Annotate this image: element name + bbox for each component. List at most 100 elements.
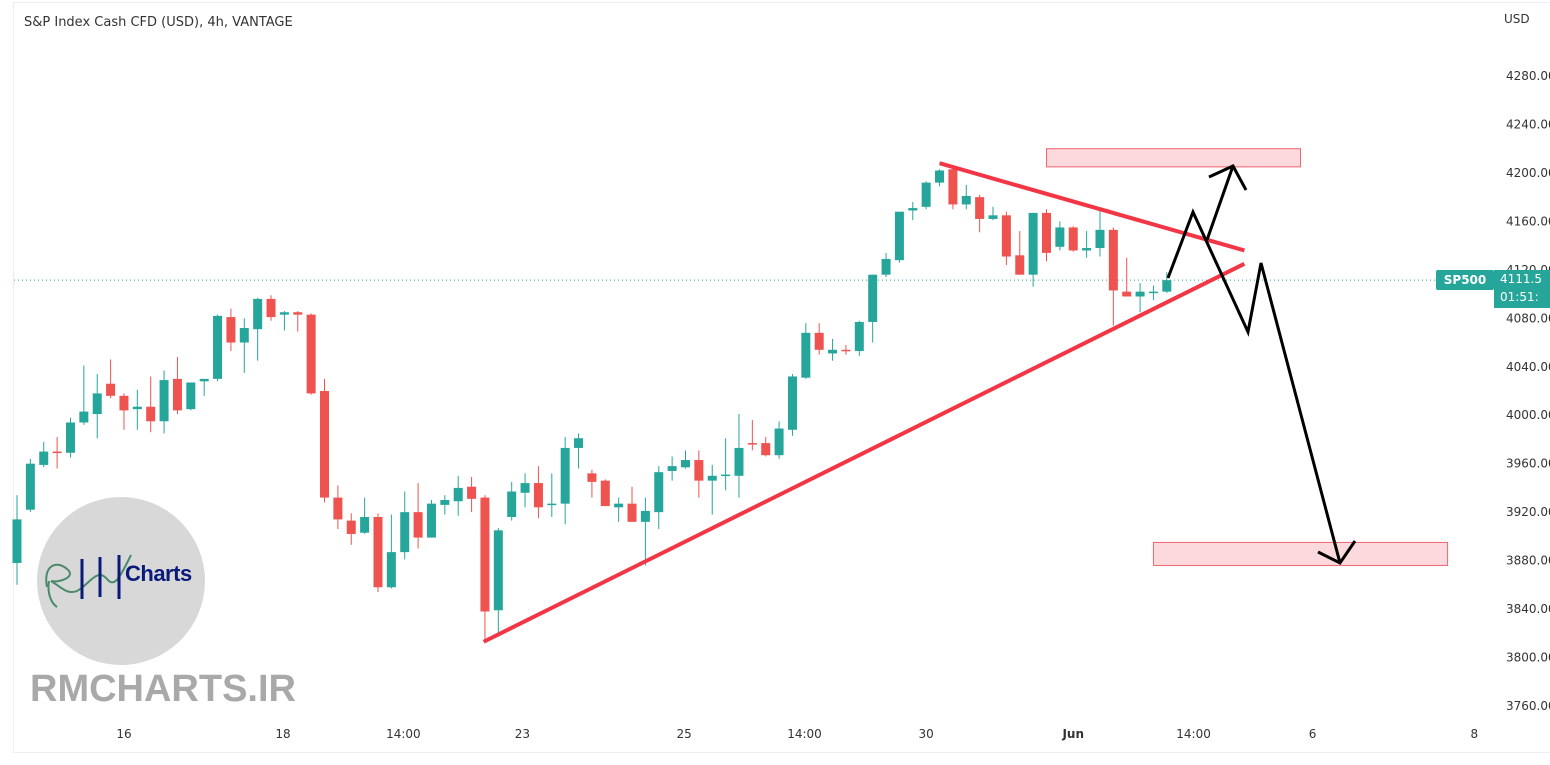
candle-body xyxy=(1041,212,1051,253)
candle xyxy=(159,370,169,434)
candle xyxy=(266,295,276,321)
candle-body xyxy=(868,274,878,322)
candle-body xyxy=(453,487,463,502)
candle xyxy=(908,201,918,221)
candle-body xyxy=(1082,248,1092,251)
rising-support-trendline[interactable] xyxy=(482,261,1246,644)
falling-resistance-trendline[interactable] xyxy=(938,161,1245,253)
candle-body xyxy=(279,312,289,315)
candle xyxy=(226,308,236,352)
candle xyxy=(667,456,677,481)
candle-body xyxy=(426,503,436,538)
candle xyxy=(293,311,303,332)
time-axis-tick: Jun xyxy=(1061,727,1084,741)
upper-target-zone[interactable] xyxy=(1045,148,1302,168)
candle-body xyxy=(761,443,771,456)
candle-body xyxy=(1001,215,1011,257)
candle-body xyxy=(480,497,490,612)
lower-target-zone[interactable] xyxy=(1152,541,1449,566)
price-axis-tick: 3880.00 xyxy=(1506,554,1550,568)
candle xyxy=(961,185,971,210)
candle xyxy=(1162,272,1172,293)
candle xyxy=(493,527,503,636)
candle-body xyxy=(400,512,410,553)
bearish-arrowhead-icon xyxy=(1317,540,1357,565)
time-axis-tick: 30 xyxy=(919,727,934,741)
candle xyxy=(814,323,824,355)
candle-body xyxy=(467,486,477,499)
candle xyxy=(801,323,811,379)
price-axis-tick: 3920.00 xyxy=(1506,505,1550,519)
candle-body xyxy=(25,463,35,510)
time-axis-tick: 23 xyxy=(515,727,530,741)
candle-body xyxy=(226,317,236,343)
candle-body xyxy=(1068,227,1078,251)
candle xyxy=(1028,212,1038,287)
candle-body xyxy=(921,182,931,207)
candle xyxy=(587,469,597,498)
candle xyxy=(199,378,209,396)
candle-body xyxy=(520,483,530,493)
candle xyxy=(841,344,851,355)
candle xyxy=(52,437,62,469)
candle xyxy=(440,495,450,515)
candle xyxy=(1148,285,1158,301)
candle xyxy=(948,168,958,210)
candle-body xyxy=(614,503,624,508)
candle-body xyxy=(574,438,584,448)
candle xyxy=(172,357,182,415)
candle-body xyxy=(159,380,169,422)
candle-body xyxy=(828,349,838,354)
candle-body xyxy=(961,195,971,205)
symbol-badge: SP500 xyxy=(1436,270,1494,290)
candle-body xyxy=(640,510,650,522)
candle xyxy=(681,450,690,469)
candle-body xyxy=(306,314,316,394)
candle xyxy=(734,414,744,498)
candle xyxy=(761,437,771,457)
bullish-scenario-arrow xyxy=(1205,165,1235,241)
candle-body xyxy=(333,497,343,520)
candle-body xyxy=(39,451,49,465)
candle-body xyxy=(841,349,851,352)
candle xyxy=(279,311,289,331)
candle xyxy=(1055,221,1065,251)
candle-body xyxy=(413,512,423,538)
candle xyxy=(881,252,891,278)
candle-body xyxy=(119,395,129,411)
candle xyxy=(1041,209,1051,262)
candle-body xyxy=(440,500,450,505)
candle-body xyxy=(935,170,945,183)
bearish-scenario-arrow xyxy=(1166,208,1342,564)
candle xyxy=(1001,211,1011,265)
candle-body xyxy=(721,474,731,477)
last-price-value: 4111.5 xyxy=(1500,272,1542,286)
candle-body xyxy=(52,451,62,454)
candle-body xyxy=(560,447,570,504)
candle xyxy=(253,297,263,361)
candle-body xyxy=(975,197,985,219)
rmcharts-logo: Charts xyxy=(37,497,205,665)
candle xyxy=(213,314,223,382)
candle-body xyxy=(988,215,998,219)
candle xyxy=(747,420,757,451)
bar-countdown-timer: 01:51: xyxy=(1500,290,1539,304)
candle xyxy=(935,169,945,187)
candle-body xyxy=(172,378,182,411)
candle-body xyxy=(386,552,396,588)
price-axis-tick: 4080.00 xyxy=(1506,311,1550,325)
candle-body xyxy=(654,472,664,513)
candle-body xyxy=(801,332,811,378)
candle-body xyxy=(293,312,303,315)
candle xyxy=(132,389,142,430)
candle-body xyxy=(774,428,784,456)
candle xyxy=(1108,227,1118,326)
chart-frame xyxy=(13,2,1550,753)
candle-body xyxy=(320,390,330,498)
price-axis-tick: 4240.00 xyxy=(1506,117,1550,131)
candle xyxy=(346,513,356,545)
candle xyxy=(574,433,584,469)
candle-body xyxy=(186,382,196,410)
time-axis-tick: 14:00 xyxy=(1176,727,1211,741)
